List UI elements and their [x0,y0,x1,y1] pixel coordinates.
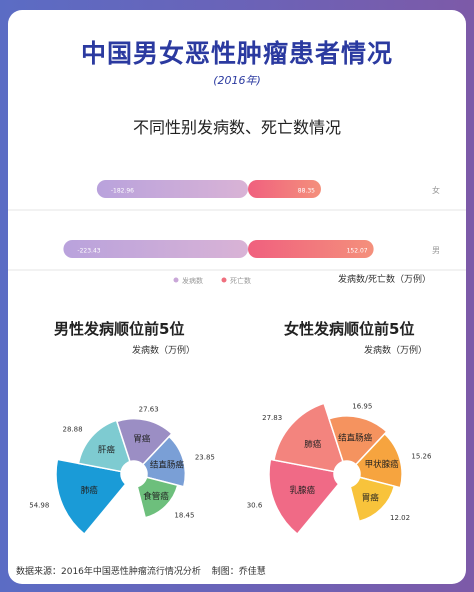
male-pie-title: 男性发病顺位前5位 [54,320,185,338]
female-pie-slice [354,432,403,489]
female-pie-category-label: 肺癌 [304,439,322,450]
female-pie-slice [273,402,344,473]
incidence-bar [96,180,248,198]
female-pie-slice [268,458,340,536]
female-pie-title: 女性发病顺位前5位 [284,320,415,338]
gender-category-label: 男 [432,246,440,255]
female-pie-category-label: 甲状腺癌 [365,459,400,470]
male-pie-category-label: 肝癌 [98,445,116,456]
author-note: 制图：乔佳慧 [211,567,266,577]
male-pie-value-label: 27.63 [139,405,159,413]
incidence-value-label: -182.96 [111,188,134,195]
male-pie-slice [115,417,173,466]
legend-incidence-label: 发病数 [182,276,203,285]
pie-charts: 肺癌 54.98 肝癌 28.88 胃癌 27.63 结直肠癌 23.85 食管癌 18.45 乳腺… [29,402,432,536]
footer: 数据来源：2016年中国恶性肿瘤流行情况分析 制图：乔佳慧 [16,564,274,577]
incidence-bar [63,240,248,258]
page-title: 中国男女恶性肿瘤患者情况 [80,39,393,68]
female-pie-unit: 发病数（万例） [364,346,428,356]
death-value-label: 152.07 [347,248,368,255]
female-pie-slice [349,476,396,523]
male-pie-slice [55,458,127,536]
male-pie-value-label: 23.85 [195,453,215,461]
female-pie-category-label: 结直肠癌 [338,432,373,443]
female-pie-category-label: 乳腺癌 [290,485,316,496]
year-label: (2016年) [213,74,261,87]
death-bar [248,180,321,198]
legend-death-marker [221,277,227,283]
source-note: 数据来源：2016年中国恶性肿瘤流行情况分析 [16,567,201,577]
female-pie-value-label: 15.26 [411,452,432,460]
female-pie-value-label: 30.6 [247,501,263,509]
female-pie-value-label: 27.83 [262,414,282,422]
legend-incidence-marker [173,277,179,283]
male-pie-slice [141,435,187,488]
female-pie-value-label: 12.02 [390,514,410,522]
death-bar [248,240,374,258]
infographic-card: 中国男女恶性肿瘤患者情况 (2016年) 不同性别发病数、死亡数情况 -182.… [8,10,466,584]
female-pie-slice [328,415,388,466]
male-pie-category-label: 食管癌 [143,491,169,502]
male-pie-slice [77,419,131,473]
male-pie-unit: 发病数（万例） [132,346,196,356]
male-pie-slice [136,476,179,519]
male-pie-category-label: 胃癌 [133,434,151,445]
gender-category-label: 女 [432,185,440,195]
male-pie-category-label: 肺癌 [81,485,99,496]
bar-chart-title: 不同性别发病数、死亡数情况 [132,118,341,137]
male-pie-value-label: 18.45 [174,511,194,519]
male-pie-value-label: 28.88 [63,426,83,434]
female-pie-category-label: 胃癌 [362,492,380,503]
male-pie-category-label: 结直肠癌 [150,459,185,470]
male-pie-value-label: 54.98 [29,501,49,509]
legend-death-label: 死亡数 [230,276,251,285]
incidence-value-label: -223.43 [77,248,100,255]
female-pie-value-label: 16.95 [352,403,372,411]
death-value-label: 88.35 [298,188,315,195]
bar-chart-unit: 发病数/死亡数（万例） [338,275,432,285]
